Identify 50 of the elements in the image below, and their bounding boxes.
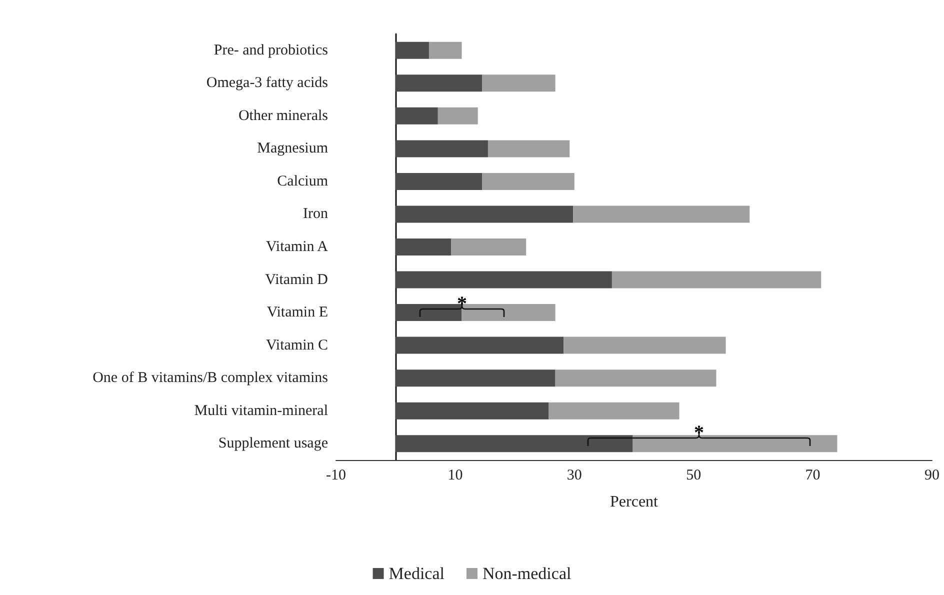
bar: [612, 271, 822, 288]
bar: [396, 172, 482, 190]
y-tick-label: Magnesium: [257, 140, 328, 157]
bar: [482, 74, 556, 92]
annotation: *: [694, 422, 704, 444]
y-tick-label: Vitamin D: [265, 272, 328, 288]
y-tick-label: Multi vitamin-mineral: [194, 402, 328, 419]
y-tick-label: Calcium: [277, 173, 328, 190]
y-tick-label: Iron: [303, 206, 328, 222]
bar: [396, 370, 556, 387]
bar: [462, 304, 556, 322]
bar: [396, 336, 564, 354]
x-tick-label: 30: [566, 468, 582, 484]
y-tick-label: Other minerals: [238, 108, 328, 124]
bar: [396, 402, 549, 420]
bar: [396, 271, 612, 288]
legend-label: Medical: [388, 564, 445, 583]
bar: [451, 238, 526, 256]
bar: [564, 336, 726, 354]
bar: [396, 140, 488, 158]
bar: [396, 42, 429, 59]
bar: [396, 304, 462, 322]
bar: [396, 74, 482, 92]
bar: [396, 107, 438, 124]
y-tick-label: Vitamin C: [266, 337, 328, 354]
bar: [488, 140, 570, 158]
legend-label: Non-medical: [482, 564, 572, 583]
y-tick-label: Omega-3 fatty acids: [206, 75, 328, 92]
bar: [396, 435, 633, 452]
bar: [438, 107, 478, 124]
y-tick-label: One of B vitamins/B complex vitamins: [92, 370, 328, 386]
x-tick-label: 70: [805, 468, 820, 484]
x-tick-label: 90: [924, 468, 940, 484]
x-axis-title: Percent: [610, 494, 659, 510]
bar: [482, 172, 574, 190]
x-tick-label: -10: [326, 468, 346, 484]
x-tick-label: 10: [448, 468, 463, 484]
bar: [396, 238, 452, 256]
bar: [548, 402, 680, 420]
y-tick-label: Pre- and probiotics: [214, 42, 328, 58]
x-tick-label: 50: [686, 468, 702, 484]
bar: [428, 42, 462, 59]
bar: [573, 206, 750, 223]
bar: [632, 435, 838, 452]
y-tick-label: Vitamin A: [266, 239, 328, 255]
bar: [396, 206, 574, 223]
y-tick-label: Supplement usage: [218, 436, 328, 452]
bar: [555, 370, 716, 387]
annotation: *: [457, 293, 467, 315]
y-tick-label: Vitamin E: [266, 304, 328, 321]
